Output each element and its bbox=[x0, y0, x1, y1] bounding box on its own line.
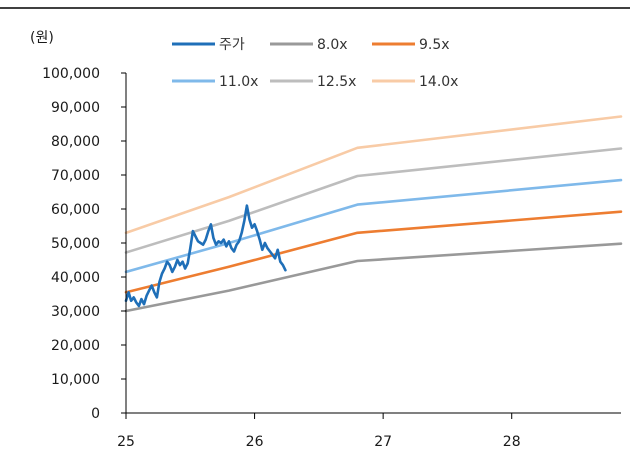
y-tick-label: 50,000 bbox=[51, 236, 100, 252]
series-line-3 bbox=[124, 178, 623, 274]
y-tick-label: 0 bbox=[91, 406, 100, 422]
y-tick-label: 60,000 bbox=[51, 202, 100, 218]
series-line-4 bbox=[124, 147, 623, 254]
series-line-2 bbox=[124, 210, 623, 294]
legend: 주가 8.0x 9.5x 11.0x 12.5x 14.0x bbox=[172, 37, 458, 90]
x-tick-label: 25 bbox=[117, 434, 135, 450]
x-tick-label: 26 bbox=[246, 434, 264, 450]
legend-label-1: 8.0x bbox=[317, 37, 348, 53]
axis-layer: 100,000 90,000 80,000 70,000 60,000 50,000 40,… bbox=[42, 66, 621, 450]
legend-label-5: 14.0x bbox=[419, 74, 458, 90]
y-tick-label: 20,000 bbox=[51, 338, 100, 354]
y-tick-label: 30,000 bbox=[51, 304, 100, 320]
y-tick-label: 10,000 bbox=[51, 372, 100, 388]
y-tick-label: 90,000 bbox=[51, 100, 100, 116]
legend-label-4: 12.5x bbox=[317, 74, 356, 90]
legend-label-2: 9.5x bbox=[419, 37, 450, 53]
y-tick-label: 70,000 bbox=[51, 168, 100, 184]
legend-label-0: 주가 bbox=[219, 37, 245, 53]
y-tick-label: 100,000 bbox=[42, 66, 100, 82]
y-tick-label: 80,000 bbox=[51, 134, 100, 150]
series-line-0 bbox=[124, 204, 287, 308]
series-line-1 bbox=[124, 242, 623, 313]
unit-label: (원) bbox=[30, 30, 54, 46]
series-layer bbox=[124, 115, 623, 313]
legend-label-3: 11.0x bbox=[219, 74, 258, 90]
series-line-5 bbox=[124, 115, 623, 235]
x-tick-label: 27 bbox=[374, 434, 392, 450]
x-tick-label: 28 bbox=[503, 434, 521, 450]
y-tick-label: 40,000 bbox=[51, 270, 100, 286]
